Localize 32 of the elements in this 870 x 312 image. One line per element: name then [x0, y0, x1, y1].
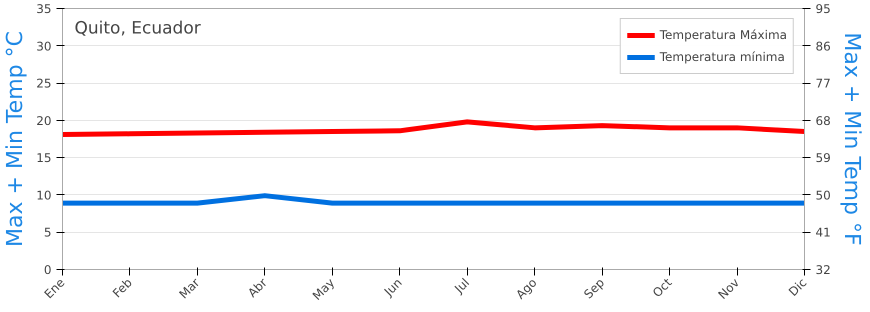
y2-tick-label: 59	[816, 151, 831, 166]
text: Quito, Ecuador	[74, 18, 201, 38]
y-axis-title: Max + Min Temp °C	[3, 31, 28, 247]
y-tick-label: 0	[44, 263, 52, 277]
y2-tick-label: 41	[816, 226, 831, 240]
y2-tick-label: 50	[816, 188, 831, 202]
y2-tick-label: 77	[816, 76, 831, 91]
y2-tick-label: 32	[816, 263, 831, 277]
x-tick-label: Mar	[176, 276, 202, 302]
x-tick-label: Dic	[786, 276, 810, 300]
y2-tick-label: 86	[816, 39, 831, 54]
y-tick-label: 20	[36, 114, 52, 128]
x-tick-label: Oct	[650, 275, 675, 300]
x-tick-label: Sep	[581, 276, 608, 302]
y-tick-label: 35	[36, 2, 52, 16]
x-tick-label: Abr	[245, 276, 270, 300]
legend-label: Temperatura mínima	[660, 50, 785, 64]
y2-axis-title: Max + Min Temp °F	[838, 32, 864, 246]
x-tick-label: Jul	[451, 276, 472, 296]
x-tick-label: Jun	[380, 276, 405, 300]
x-tick-label: Ago	[513, 276, 540, 302]
y2-tick-label: 95	[816, 2, 831, 16]
y-tick-label: 5	[44, 226, 52, 240]
y-tick-label: 15	[36, 151, 52, 166]
x-tick-label: Feb	[110, 276, 135, 300]
x-tick-label: Ene	[42, 276, 68, 302]
y-tick-label: 30	[36, 39, 52, 54]
y-tick-label: 10	[36, 188, 52, 202]
y2-tick-label: 68	[816, 114, 831, 128]
x-tick-label: Nov	[716, 276, 742, 302]
y-tick-label: 25	[36, 76, 52, 91]
legend-label: Temperatura Máxima	[660, 28, 787, 42]
